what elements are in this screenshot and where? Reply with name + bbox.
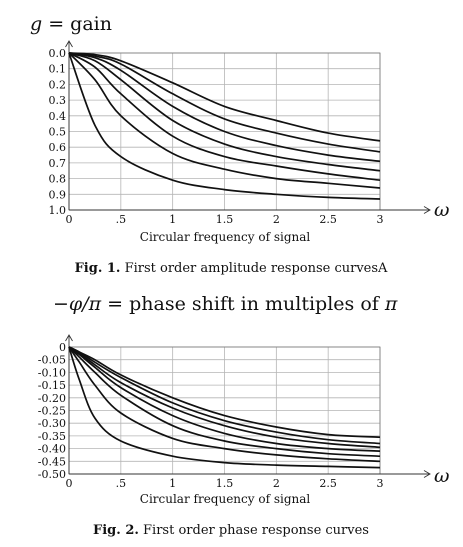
chart2-series-line-4 <box>68 346 381 452</box>
chart1-title-var: g <box>30 13 42 35</box>
chart1-x-tick-label: 3 <box>377 213 384 226</box>
chart2-title-var: −φ/π <box>53 293 102 315</box>
chart1-series-line-7 <box>68 52 381 142</box>
chart2-x-tick-label: 0 <box>66 477 73 490</box>
chart2-y-tick-label: -0.50 <box>38 468 66 481</box>
chart1-curves <box>68 52 381 200</box>
chart1-y-tick-label: 1.0 <box>49 204 67 217</box>
chart1-y-tick-label: 0.7 <box>49 157 67 170</box>
chart1-series-line-6 <box>68 52 381 153</box>
chart2-y-tick-label: 0 <box>59 341 66 354</box>
chart1-x-axis-arrow <box>423 206 431 214</box>
chart2-y-tick-label: -0.20 <box>38 392 66 405</box>
chart2-series-line-3 <box>68 346 381 458</box>
chart2-y-tick-label: -0.45 <box>38 455 66 468</box>
chart1-y-ticks: 0.0 0.1 0.2 0.3 0.4 0.5 0.6 0.7 0.8 0.9 1.0 <box>49 47 67 217</box>
chart1-x-tick-label: 2.5 <box>319 213 337 226</box>
chart1-title-rest: = gain <box>42 13 112 35</box>
chart2-x-tick-label: 2 <box>273 477 280 490</box>
chart1-y-tick-label: 0.5 <box>49 126 67 139</box>
chart2-series-line-1 <box>68 346 381 469</box>
chart2-x-tick-label: 3 <box>377 477 384 490</box>
chart2-x-label: Circular frequency of signal <box>140 492 311 506</box>
chart2-omega-symbol: ω <box>434 465 450 487</box>
chart2-x-tick-label: 2.5 <box>319 477 337 490</box>
chart1-series-line-5 <box>68 52 381 163</box>
chart1-x-tick-label: 1.5 <box>216 213 234 226</box>
chart2-y-tick-label: -0.15 <box>38 379 66 392</box>
chart2-x-tick-label: 1 <box>169 477 176 490</box>
chart2-title-end: π <box>384 293 398 315</box>
chart2-y-tick-label: -0.40 <box>38 443 66 456</box>
chart1-y-tick-label: 0.0 <box>49 47 67 60</box>
chart-phase: −φ/π = phase shift in multiples of π 0-0… <box>38 293 450 538</box>
chart2-series-line-2 <box>68 346 381 463</box>
chart2-x-tick-label: .5 <box>116 477 127 490</box>
chart2-caption: Fig. 2. First order phase response curve… <box>93 523 369 538</box>
chart2-title: −φ/π = phase shift in multiples of π <box>53 293 398 315</box>
chart2-y-tick-label: -0.35 <box>38 430 66 443</box>
chart1-y-axis-arrow <box>65 40 73 48</box>
chart1-axes <box>65 40 431 214</box>
chart1-y-tick-label: 0.9 <box>49 188 67 201</box>
chart2-y-ticks: 0-0.05-0.10-0.15-0.20-0.25-0.30-0.35-0.4… <box>38 341 66 481</box>
chart1-x-tick-label: 2 <box>273 213 280 226</box>
chart1-x-ticks: 0 .5 1 1.5 2 2.5 3 <box>66 213 384 226</box>
chart1-y-tick-label: 0.1 <box>49 63 67 76</box>
chart1-series-line-4 <box>68 52 381 172</box>
chart1-y-tick-label: 0.4 <box>49 110 67 123</box>
chart1-x-tick-label: .5 <box>116 213 127 226</box>
chart1-series-line-1 <box>68 52 381 200</box>
chart1-series-line-2 <box>68 52 381 189</box>
chart-amplitude: g = gain 0.00.10.20.30.40.50.60.70.80.91… <box>30 13 450 276</box>
chart1-x-tick-label: 0 <box>66 213 73 226</box>
chart2-y-tick-label: -0.10 <box>38 366 66 379</box>
chart2-y-tick-label: -0.25 <box>38 405 66 418</box>
chart2-title-rest: = phase shift in multiples of <box>101 293 385 315</box>
chart2-y-axis-arrow <box>65 334 73 342</box>
chart1-caption: Fig. 1. First order amplitude response c… <box>75 261 388 276</box>
chart2-series-line-7 <box>68 346 381 439</box>
chart2-x-tick-label: 1.5 <box>216 477 234 490</box>
chart2-x-ticks: 0 .5 1 1.5 2 2.5 3 <box>66 477 384 490</box>
chart1-title: g = gain <box>30 13 112 35</box>
chart2-axes <box>65 334 431 478</box>
chart2-grid <box>68 346 381 475</box>
chart1-series-line-3 <box>68 52 381 182</box>
chart2-y-tick-label: -0.30 <box>38 417 66 430</box>
chart2-series-line-5 <box>68 346 381 449</box>
chart1-x-label: Circular frequency of signal <box>140 230 311 244</box>
chart1-y-tick-label: 0.6 <box>49 141 67 154</box>
chart1-omega-symbol: ω <box>434 199 450 221</box>
chart2-caption-text: First order phase response curves <box>139 523 369 538</box>
chart1-caption-label: Fig. 1. <box>75 261 121 276</box>
chart1-caption-text: First order amplitude response curvesA <box>120 261 388 276</box>
chart2-curves <box>68 346 381 469</box>
chart2-y-tick-label: -0.05 <box>38 354 66 367</box>
chart1-x-tick-label: 1 <box>169 213 176 226</box>
chart1-y-tick-label: 0.3 <box>49 94 67 107</box>
chart2-x-axis-arrow <box>423 470 431 478</box>
chart1-y-tick-label: 0.2 <box>49 78 67 91</box>
chart1-y-tick-label: 0.8 <box>49 173 67 186</box>
chart2-caption-label: Fig. 2. <box>93 523 139 538</box>
